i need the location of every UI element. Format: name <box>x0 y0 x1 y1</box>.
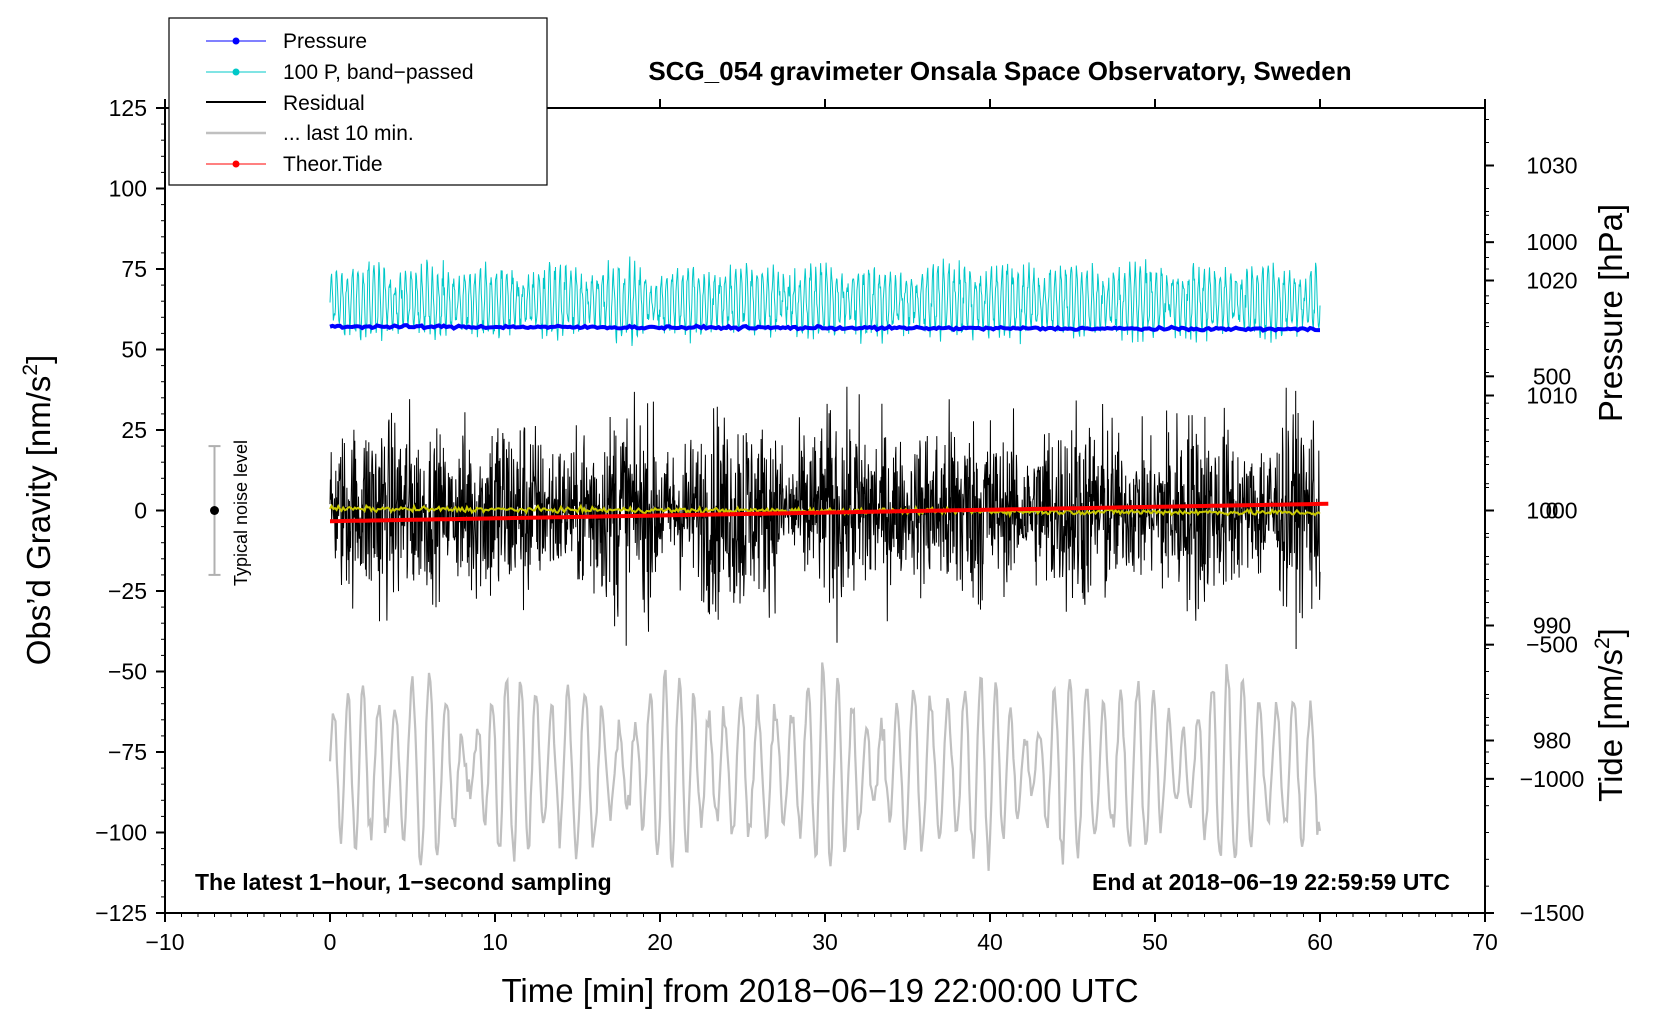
end-time-annotation: End at 2018−06−19 22:59:59 UTC <box>1092 869 1450 895</box>
ticks-layer: −10 0 10 20 30 40 50 60 701251007550250−25−50−75… <box>95 95 1584 955</box>
x-tick-label: 60 <box>1307 929 1333 955</box>
tide-title-main: Tide [nm/s <box>1592 649 1629 802</box>
legend-marker-pressure <box>232 37 240 45</box>
pressure-tick-label: 1030 <box>1526 153 1577 179</box>
legend-item-pressure: Pressure <box>206 30 367 53</box>
x-tick-label: −10 <box>145 929 184 955</box>
y-left-tick-label: −125 <box>95 900 147 926</box>
legend-item-residual: Residual <box>206 92 365 115</box>
legend-item-bandpassed: 100 P, band−passed <box>206 61 474 84</box>
y-left-title-close: ] <box>20 355 57 364</box>
y-left-tick-label: −100 <box>95 820 147 846</box>
series-layer <box>328 256 1329 871</box>
legend-label-bandpassed: 100 P, band−passed <box>283 61 474 84</box>
tide-title-sup: 2 <box>1591 637 1614 649</box>
legend: Pressure 100 P, band−passed Residual ...… <box>168 17 548 186</box>
x-tick-label: 0 <box>324 929 337 955</box>
y-left-tick-label: 0 <box>134 498 147 524</box>
x-tick-label: 40 <box>977 929 1003 955</box>
tide-title-close: ] <box>1592 628 1629 637</box>
series-residual <box>329 386 1321 650</box>
y-left-tick-label: −25 <box>108 578 147 604</box>
tide-tick-label: −1000 <box>1520 766 1585 792</box>
tide-tick-label: 1000 <box>1526 229 1577 255</box>
tide-tick-label: 0 <box>1546 498 1559 524</box>
x-tick-label: 20 <box>647 929 673 955</box>
series-bandpassed-pressure <box>329 256 1321 347</box>
x-tick-label: 30 <box>812 929 838 955</box>
pressure-tick-label: 1010 <box>1526 383 1577 409</box>
y-left-title-main: Obs’d Gravity [nm/s <box>20 376 57 666</box>
series-mean <box>329 503 1321 519</box>
sampling-annotation: The latest 1−hour, 1−second sampling <box>195 869 612 895</box>
chart-title: SCG_054 gravimeter Onsala Space Observat… <box>648 56 1351 86</box>
series-theoretical-tide <box>329 501 1329 524</box>
series-last-10-min <box>328 662 1322 871</box>
y-left-tick-label: 50 <box>121 337 147 363</box>
pressure-tick-label: 1020 <box>1526 268 1577 294</box>
y-left-tick-label: 75 <box>121 256 147 282</box>
y-left-title-sup: 2 <box>19 364 42 376</box>
tide-tick-label: −500 <box>1526 632 1578 658</box>
y-left-tick-label: −50 <box>108 659 147 685</box>
y-left-tick-label: −75 <box>108 739 147 765</box>
pressure-axis-title: Pressure [hPa] <box>1592 204 1629 422</box>
y-left-tick-label: 25 <box>121 417 147 443</box>
tide-tick-label: 500 <box>1533 363 1571 389</box>
noise-level-indicator: Typical noise level <box>208 440 251 586</box>
y-left-tick-label: 125 <box>109 95 147 121</box>
legend-marker-tide <box>232 160 240 168</box>
x-axis-title: Time [min] from 2018−06−19 22:00:00 UTC <box>501 972 1138 1009</box>
pressure-tick-label: 990 <box>1533 613 1571 639</box>
x-tick-label: 10 <box>482 929 508 955</box>
legend-item-last10: ... last 10 min. <box>206 122 414 145</box>
legend-marker-bandpassed <box>232 68 240 76</box>
legend-label-tide: Theor.Tide <box>283 153 383 176</box>
tide-axis-title: Tide [nm/s2] <box>1591 628 1629 802</box>
legend-label-pressure: Pressure <box>283 30 367 53</box>
noise-level-label: Typical noise level <box>231 440 251 586</box>
legend-label-last10: ... last 10 min. <box>283 122 414 145</box>
series-pressure <box>329 323 1320 333</box>
x-tick-label: 70 <box>1472 929 1498 955</box>
pressure-tick-label: 1000 <box>1526 498 1577 524</box>
legend-label-residual: Residual <box>283 92 365 115</box>
tide-tick-label: −1500 <box>1520 900 1585 926</box>
y-left-axis-title: Obs’d Gravity [nm/s2] <box>19 355 57 666</box>
legend-item-tide: Theor.Tide <box>206 153 383 176</box>
pressure-tick-label: 980 <box>1533 728 1571 754</box>
noise-center-dot <box>210 506 219 515</box>
x-tick-label: 50 <box>1142 929 1168 955</box>
y-left-tick-label: 100 <box>109 176 147 202</box>
